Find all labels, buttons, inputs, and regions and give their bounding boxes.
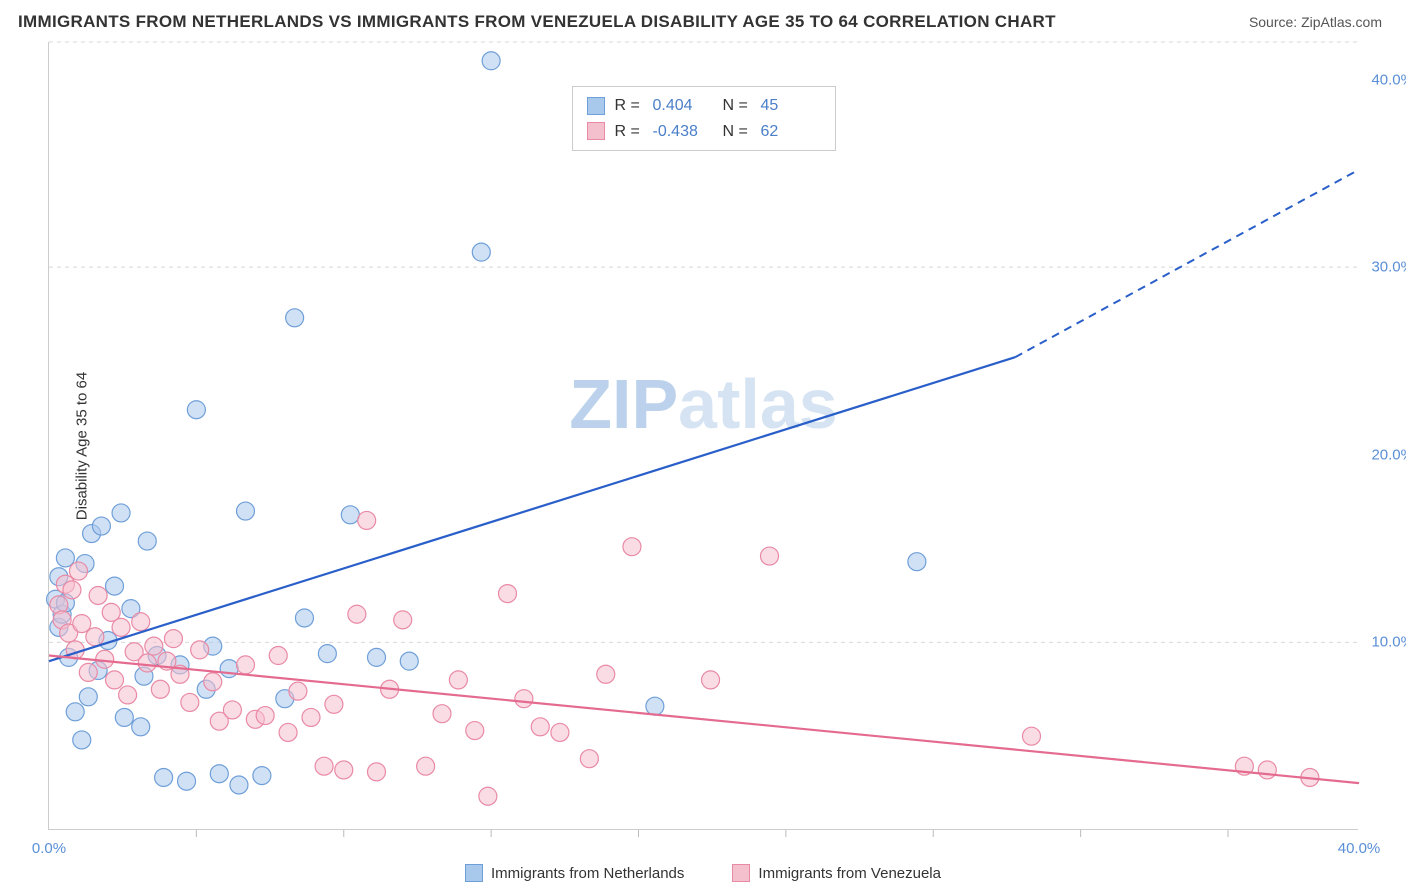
y-tick-label: 20.0% [1371, 446, 1406, 463]
stats-row-venezuela: R =-0.438N =62 [587, 119, 821, 145]
legend-swatch-venezuela [587, 122, 605, 140]
legend-swatch-netherlands [587, 97, 605, 115]
legend-swatch-icon [732, 864, 750, 882]
source-link[interactable]: ZipAtlas.com [1301, 14, 1382, 30]
chart-title: IMMIGRANTS FROM NETHERLANDS VS IMMIGRANT… [18, 12, 1056, 32]
bottom-legend: Immigrants from Netherlands Immigrants fr… [0, 864, 1406, 882]
source-attribution: Source: ZipAtlas.com [1249, 14, 1382, 30]
legend-label: Immigrants from Netherlands [491, 865, 684, 882]
legend-item-netherlands: Immigrants from Netherlands [465, 864, 684, 882]
source-prefix: Source: [1249, 14, 1301, 30]
y-tick-label: 30.0% [1371, 259, 1406, 276]
legend-label: Immigrants from Venezuela [758, 865, 941, 882]
y-tick-label: 10.0% [1371, 634, 1406, 651]
y-tick-label: 40.0% [1371, 71, 1406, 88]
stats-box: R =0.404N =45R =-0.438N =62 [572, 86, 836, 151]
chart-svg [49, 42, 1358, 829]
legend-item-venezuela: Immigrants from Venezuela [732, 864, 941, 882]
plot-area: ZIPatlas R =0.404N =45R =-0.438N =62 10.… [48, 42, 1358, 830]
x-tick-label: 0.0% [32, 840, 66, 857]
x-tick-label: 40.0% [1338, 840, 1381, 857]
stats-row-netherlands: R =0.404N =45 [587, 93, 821, 119]
legend-swatch-icon [465, 864, 483, 882]
